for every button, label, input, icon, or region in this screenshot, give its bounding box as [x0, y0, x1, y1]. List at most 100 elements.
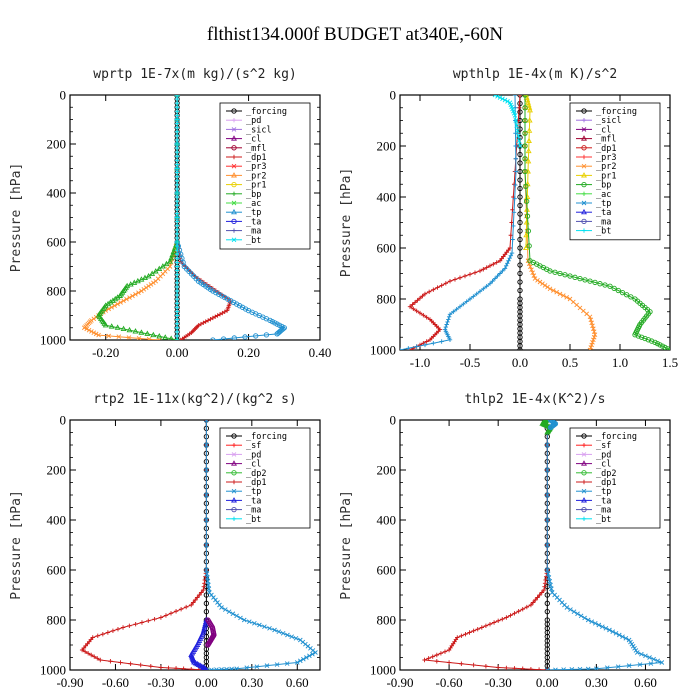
data-point	[400, 347, 403, 350]
data-point	[198, 321, 204, 327]
data-point	[174, 280, 180, 286]
data-point	[174, 158, 180, 163]
data-point	[219, 605, 224, 610]
data-point	[149, 270, 156, 276]
x-tick-label: 1.0	[612, 355, 628, 370]
legend-label: _ma	[246, 227, 261, 237]
data-point	[168, 335, 174, 340]
data-point	[174, 333, 180, 339]
data-point	[457, 304, 463, 309]
legend-label: _forcing	[596, 432, 637, 442]
data-point	[417, 310, 423, 316]
data-point	[163, 260, 170, 267]
data-point	[230, 611, 236, 617]
data-point	[475, 626, 480, 632]
data-point	[195, 595, 200, 600]
data-point	[659, 660, 665, 665]
data-point	[121, 298, 126, 304]
data-point	[525, 147, 532, 154]
data-point	[112, 295, 119, 302]
data-point	[528, 666, 534, 670]
legend-marker	[581, 452, 587, 457]
data-point	[229, 666, 234, 670]
data-point	[542, 581, 548, 586]
data-point	[152, 616, 157, 622]
data-point	[517, 262, 523, 268]
data-point	[128, 661, 133, 666]
data-point	[535, 277, 540, 283]
data-point	[479, 625, 485, 630]
data-point	[174, 247, 180, 253]
data-point	[639, 334, 645, 340]
data-point	[301, 656, 306, 662]
data-point	[239, 304, 246, 310]
data-point	[607, 627, 612, 633]
data-point	[492, 95, 498, 98]
y-tick-label: 800	[377, 292, 397, 307]
data-point	[171, 245, 178, 251]
data-point	[262, 624, 267, 629]
data-point	[116, 334, 122, 340]
figure-title: flthist134.000f BUDGET at340E,-60N	[207, 24, 504, 45]
data-point	[515, 128, 520, 134]
data-point	[115, 626, 121, 632]
data-point	[426, 656, 431, 661]
data-point	[522, 130, 528, 136]
data-point	[422, 291, 428, 297]
data-point	[596, 622, 602, 628]
series-line-bp	[524, 95, 670, 350]
data-point	[537, 279, 543, 285]
data-point	[205, 642, 211, 648]
data-point	[174, 272, 180, 277]
legend-label: _pr1	[246, 181, 266, 191]
data-point	[209, 667, 214, 670]
data-point	[174, 329, 180, 335]
data-point	[202, 581, 207, 586]
data-point	[174, 227, 180, 232]
data-point	[422, 342, 428, 348]
legend-marker	[231, 470, 237, 476]
data-point	[517, 253, 523, 260]
data-point	[590, 340, 595, 345]
data-point	[508, 613, 513, 618]
data-point	[98, 657, 103, 663]
legend-label: _bp	[246, 190, 261, 200]
data-point	[487, 621, 493, 627]
data-point	[159, 263, 166, 269]
data-point	[655, 658, 661, 664]
legend-marker	[581, 497, 587, 503]
y-tick-label: 1000	[40, 333, 66, 348]
data-point	[522, 95, 528, 98]
x-tick-label: 0.0	[512, 355, 528, 370]
data-point	[263, 332, 270, 338]
y-tick-label: 1000	[370, 343, 396, 358]
data-point	[512, 95, 518, 98]
data-point	[191, 600, 196, 605]
data-point	[174, 252, 180, 257]
series-group	[81, 95, 287, 340]
data-point	[529, 267, 534, 272]
data-point	[79, 647, 85, 653]
legend-marker	[231, 208, 237, 215]
chart-panel-2: wpthlp 1E-4x(m K)/s^2 Pressure [hPa] 0 200 4…	[339, 67, 678, 370]
data-point	[626, 663, 632, 668]
data-point	[564, 605, 570, 610]
data-point	[628, 639, 633, 645]
data-point	[174, 182, 180, 188]
data-point	[238, 615, 243, 621]
legend-label: _bt	[246, 515, 261, 525]
data-point	[93, 331, 99, 337]
data-point	[459, 661, 464, 666]
data-point	[471, 294, 476, 299]
legend-label: _dp1	[246, 478, 266, 488]
data-point	[467, 272, 473, 277]
legend-label: _forcing	[596, 107, 637, 117]
data-point	[512, 196, 517, 201]
data-point	[544, 542, 550, 548]
data-point	[174, 166, 180, 171]
series-group	[79, 420, 318, 670]
data-point	[459, 633, 464, 639]
legend-label: _sicl	[246, 125, 272, 135]
legend-marker	[581, 208, 587, 215]
data-point	[411, 306, 416, 311]
